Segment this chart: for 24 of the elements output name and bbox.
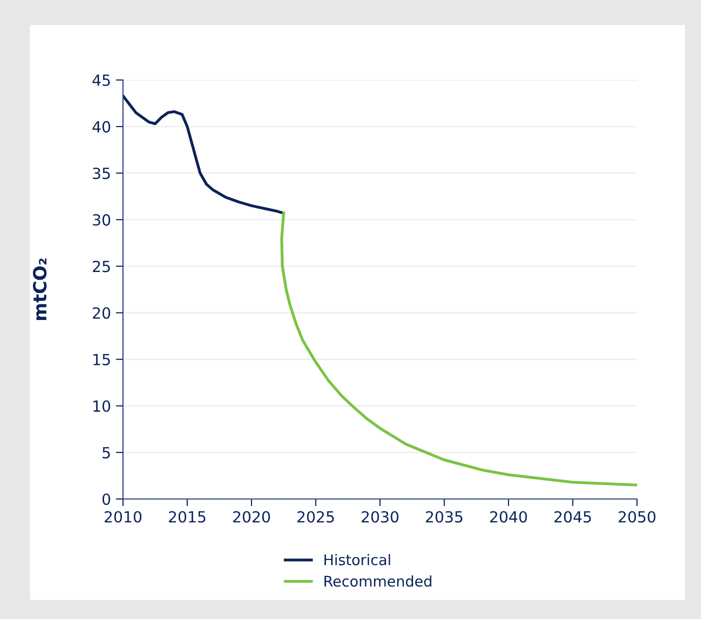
y-tick-label: 15 <box>93 354 110 366</box>
x-tick-label: 2035 <box>426 511 462 523</box>
x-tick-label: 2045 <box>554 511 591 523</box>
x-tick-label: 2010 <box>104 511 142 523</box>
legend-label: Recommended <box>324 575 432 587</box>
y-tick-label: 25 <box>92 260 110 272</box>
y-tick-label: 20 <box>92 307 110 319</box>
y-tick-label: 35 <box>92 168 110 180</box>
line-series <box>280 212 637 486</box>
x-tick-label: 2050 <box>618 511 656 523</box>
y-tick-label: 10 <box>93 400 110 412</box>
x-tick-label: 2020 <box>233 511 270 523</box>
line-series <box>123 94 286 215</box>
y-axis-title: mtCO₂ <box>32 258 47 320</box>
x-tick-label: 2030 <box>362 511 398 523</box>
y-tick-label: 5 <box>102 447 110 458</box>
y-tick-label: 45 <box>92 74 110 86</box>
x-tick-label: 2015 <box>168 511 206 523</box>
y-tick-label: 0 <box>102 493 110 506</box>
y-tick-label: 30 <box>92 214 110 226</box>
legend-label: Historical <box>324 554 390 566</box>
x-tick-label: 2040 <box>490 511 527 523</box>
x-tick-label: 2025 <box>297 511 334 523</box>
y-tick-label: 40 <box>92 121 110 133</box>
